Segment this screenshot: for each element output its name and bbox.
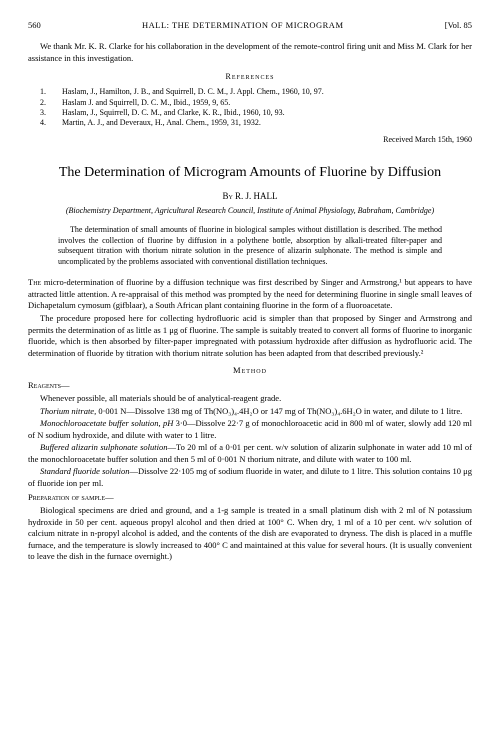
reference-text: Haslam, J., Squirrell, D. C. M., and Cla… <box>62 108 285 117</box>
reference-text: Martin, A. J., and Deveraux, H., Anal. C… <box>62 118 261 127</box>
reagent-fluoride-solution: Standard fluoride solution—Dissolve 22·1… <box>28 466 472 489</box>
abstract-block: The determination of small amounts of fl… <box>58 225 442 267</box>
reference-item: 2.Haslam J. and Squirrell, D. C. M., Ibi… <box>52 98 472 108</box>
preparation-body: Biological specimens are dried and groun… <box>28 505 472 562</box>
running-header: 560 HALL: THE DETERMINATION OF MICROGRAM… <box>28 20 472 31</box>
reagent-body: 0·001 N—Dissolve 138 mg of Th(NO₃)₄.4H₂O… <box>96 406 462 416</box>
reference-number: 2. <box>52 98 62 108</box>
lead-word: The <box>28 277 41 287</box>
reference-item: 3.Haslam, J., Squirrell, D. C. M., and C… <box>52 108 472 118</box>
received-date: Received March 15th, 1960 <box>28 135 472 146</box>
reagent-name: Monochloroacetate buffer solution, pH <box>40 418 173 428</box>
reference-item: 4.Martin, A. J., and Deveraux, H., Anal.… <box>52 118 472 128</box>
paragraph-text: micro-determination of fluorine by a dif… <box>28 277 472 310</box>
page-number: 560 <box>28 20 41 31</box>
reagent-name: Standard fluoride solution <box>40 466 129 476</box>
reference-number: 3. <box>52 108 62 118</box>
article-title: The Determination of Microgram Amounts o… <box>28 164 472 182</box>
reagents-intro: Whenever possible, all materials should … <box>28 393 472 404</box>
reagent-alizarin-solution: Buffered alizarin sulphonate solution—To… <box>28 442 472 465</box>
references-heading: References <box>28 72 472 83</box>
reagent-thorium-nitrate: Thorium nitrate, 0·001 N—Dissolve 138 mg… <box>28 406 472 417</box>
byline: By R. J. HALL <box>28 190 472 202</box>
references-list: 1.Haslam, J., Hamilton, J. B., and Squir… <box>52 87 472 129</box>
author-name: R. J. HALL <box>235 191 278 201</box>
reagent-buffer-solution: Monochloroacetate buffer solution, pH 3·… <box>28 418 472 441</box>
byline-prefix: By <box>222 191 232 201</box>
reagents-subheading: Reagents— <box>28 380 472 391</box>
reference-number: 1. <box>52 87 62 97</box>
abstract-text: The determination of small amounts of fl… <box>58 225 442 267</box>
reference-number: 4. <box>52 118 62 128</box>
affiliation: (Biochemistry Department, Agricultural R… <box>28 206 472 216</box>
reagent-name: Thorium nitrate, <box>40 406 96 416</box>
method-heading: Method <box>28 365 472 376</box>
running-head-text: HALL: THE DETERMINATION OF MICROGRAM <box>142 20 344 31</box>
body-paragraph-1: The micro-determination of fluorine by a… <box>28 277 472 311</box>
volume-label: [Vol. 85 <box>445 20 472 31</box>
reference-text: Haslam J. and Squirrell, D. C. M., Ibid.… <box>62 98 230 107</box>
reference-text: Haslam, J., Hamilton, J. B., and Squirre… <box>62 87 324 96</box>
body-paragraph-2: The procedure proposed here for collecti… <box>28 313 472 359</box>
reagent-name: Buffered alizarin sulphonate solution <box>40 442 167 452</box>
acknowledgement-paragraph: We thank Mr. K. R. Clarke for his collab… <box>28 41 472 64</box>
preparation-subheading: Preparation of sample— <box>28 492 472 503</box>
reference-item: 1.Haslam, J., Hamilton, J. B., and Squir… <box>52 87 472 97</box>
